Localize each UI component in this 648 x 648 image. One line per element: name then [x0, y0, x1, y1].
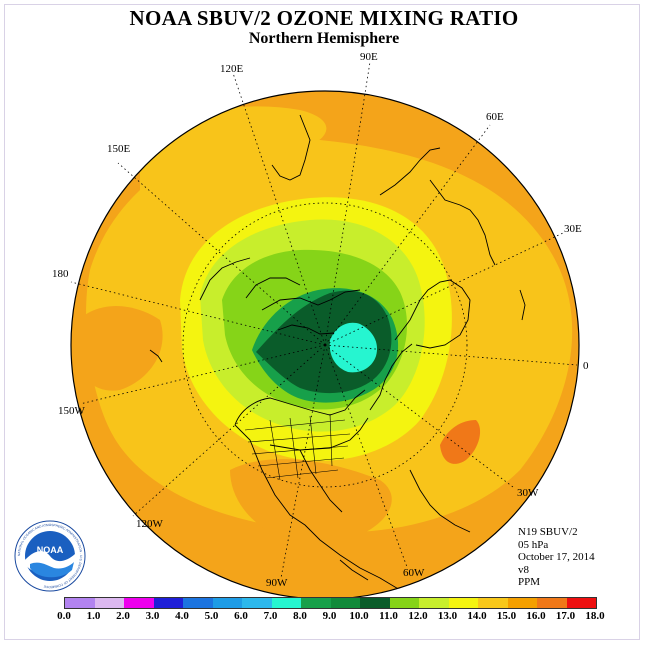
colorbar-tick-label: 2.0 — [116, 610, 130, 622]
pressure-level-label: 05 hPa — [518, 538, 549, 551]
lon-label-180: 180 — [52, 268, 69, 280]
colorbar-swatch — [537, 598, 567, 608]
lon-label-150w: 150W — [58, 405, 86, 417]
lon-label-30e: 30E — [564, 223, 582, 235]
colorbar-tick-label: 14.0 — [467, 610, 487, 622]
lon-label-90e: 90E — [360, 51, 378, 63]
instrument-label: N19 SBUV/2 — [518, 526, 578, 538]
colorbar-swatch — [478, 598, 508, 608]
colorbar-tick-label: 13.0 — [437, 610, 458, 622]
colorbar-swatch — [242, 598, 272, 608]
lon-label-60e: 60E — [486, 111, 504, 123]
colorbar-swatch — [65, 598, 95, 608]
noaa-logo: NOAA NATIONAL OCEANIC AND ATMOSPHERIC AD… — [14, 520, 86, 592]
colorbar-tick-label: 0.0 — [57, 610, 71, 622]
colorbar-tick-label: 16.0 — [526, 610, 546, 622]
colorbar-swatch — [183, 598, 213, 608]
colorbar-tick-label: 17.0 — [555, 610, 576, 622]
colorbar-tick-label: 1.0 — [86, 610, 101, 622]
colorbar-tick-label: 7.0 — [263, 610, 278, 622]
colorbar-tick-label: 12.0 — [408, 610, 428, 622]
colorbar-tick-label: 6.0 — [234, 610, 248, 622]
colorbar-swatch — [419, 598, 449, 608]
lon-label-60w: 60W — [403, 567, 425, 579]
colorbar-swatch — [153, 598, 183, 608]
orange-lower-lobe — [230, 459, 392, 545]
map-title: NOAA SBUV/2 OZONE MIXING RATIO — [129, 6, 519, 30]
colorbar-swatch — [330, 598, 360, 608]
colorbar-swatch — [94, 598, 124, 608]
colorbar-swatch — [566, 598, 596, 608]
colorbar-tick-label: 15.0 — [496, 610, 517, 622]
us-state-boundaries — [244, 413, 351, 481]
colorbar-swatch — [389, 598, 419, 608]
colorbar-swatch — [448, 598, 478, 608]
continent-outlines — [149, 114, 526, 591]
colorbar-tick-label: 10.0 — [349, 610, 369, 622]
lon-label-150e: 150E — [107, 143, 131, 155]
lon-label-90w: 90W — [266, 577, 288, 589]
colorbar-tick-label: 5.0 — [204, 610, 219, 622]
units-label: PPM — [518, 576, 541, 588]
version-label: v8 — [518, 563, 529, 576]
darkorange-patch — [440, 420, 481, 464]
date-label: October 17, 2014 — [518, 551, 595, 563]
lon-label-0: 0 — [583, 360, 589, 372]
colorbar-swatch — [301, 598, 331, 608]
colorbar-ticks: 0.0 1.0 2.0 3.0 4.0 5.0 6.0 7.0 8.0 9.0 10.0 11.0 12… — [52, 610, 612, 624]
colorbar-tick-label: 9.0 — [322, 610, 337, 622]
map-subtitle: Northern Hemisphere — [248, 30, 400, 47]
colorbar-swatch — [212, 598, 242, 608]
lon-label-30w: 30W — [517, 487, 539, 499]
colorbar — [64, 597, 597, 609]
colorbar-tick-label: 11.0 — [379, 610, 398, 622]
colorbar-swatch — [124, 598, 154, 608]
figure-frame — [4, 4, 640, 640]
colorbar-tick-label: 8.0 — [293, 610, 307, 622]
colorbar-swatch — [360, 598, 390, 608]
colorbar-tick-label: 3.0 — [145, 610, 160, 622]
logo-text: NOAA — [37, 545, 64, 555]
latitude-circle-60n — [182, 202, 468, 488]
orange-left-lobe — [71, 306, 163, 391]
data-info-block: N19 SBUV/2 05 hPa October 17, 2014 v8 PP… — [518, 526, 595, 589]
lon-label-120w: 120W — [136, 518, 164, 530]
colorbar-swatch — [507, 598, 537, 608]
lon-label-120e: 120E — [220, 63, 244, 75]
colorbar-tick-label: 4.0 — [175, 610, 189, 622]
colorbar-tick-label: 18.0 — [585, 610, 605, 622]
graticule — [70, 61, 578, 579]
colorbar-swatch — [271, 598, 301, 608]
